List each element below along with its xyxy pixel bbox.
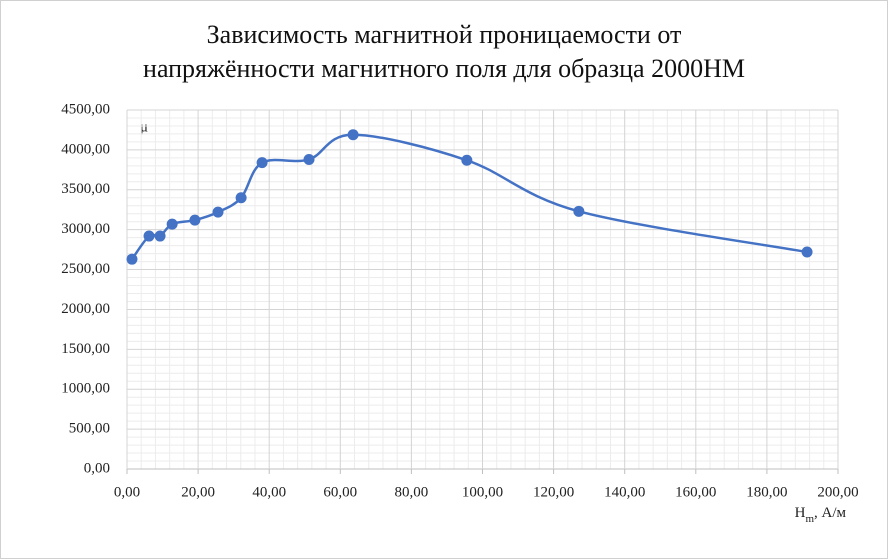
chart-title: напряжённости магнитного поля для образц… (143, 54, 745, 83)
x-tick-label: 160,00 (675, 484, 716, 500)
data-point (303, 153, 315, 165)
y-tick-label: 4500,00 (61, 101, 110, 117)
y-tick-label: 500,00 (69, 421, 110, 437)
y-tick-label: 0,00 (84, 460, 110, 476)
y-tick-label: 2500,00 (61, 261, 110, 277)
data-point (154, 230, 166, 242)
y-tick-label: 1000,00 (61, 381, 110, 397)
x-tick-label: 60,00 (323, 484, 357, 500)
y-tick-label: 4000,00 (61, 141, 110, 157)
x-label-unit: , А/м (814, 505, 847, 521)
x-tick-label: 20,00 (181, 484, 215, 500)
data-point (573, 205, 585, 217)
x-axis-label: Hm, А/м (795, 505, 847, 524)
x-tick-label: 40,00 (252, 484, 286, 500)
y-tick-label: 2000,00 (61, 301, 110, 317)
x-tick-label: 80,00 (395, 484, 429, 500)
data-point (801, 246, 813, 258)
data-point (461, 154, 473, 166)
y-tick-label: 3000,00 (61, 221, 110, 237)
data-point (143, 230, 155, 242)
y-axis-label: μ (140, 119, 148, 135)
data-point (166, 218, 178, 230)
chart-title: Зависимость магнитной проницаемости от (207, 20, 682, 49)
x-tick-label: 120,00 (533, 484, 574, 500)
y-tick-label: 1500,00 (61, 341, 110, 357)
data-point (347, 129, 359, 141)
x-label-symbol: H (795, 505, 806, 521)
x-tick-label: 0,00 (114, 484, 140, 500)
data-point (212, 206, 224, 218)
data-point (126, 253, 138, 265)
x-tick-label: 140,00 (604, 484, 645, 500)
data-point (256, 157, 268, 169)
data-point (189, 214, 201, 226)
data-point (235, 192, 247, 204)
y-tick-label: 3500,00 (61, 181, 110, 197)
x-label-subscript: m (805, 513, 814, 525)
x-tick-label: 180,00 (746, 484, 787, 500)
x-tick-label: 100,00 (462, 484, 503, 500)
x-tick-label: 200,00 (817, 484, 858, 500)
